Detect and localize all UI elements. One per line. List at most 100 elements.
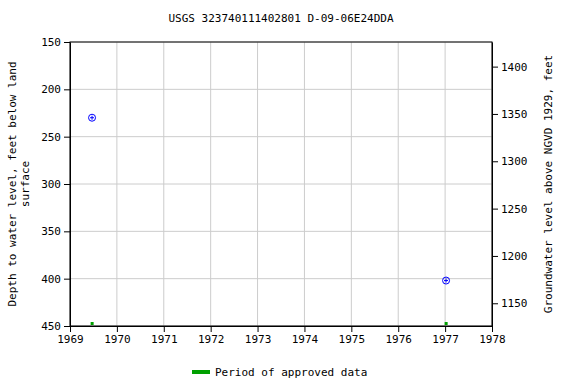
x-axis-tick-label: 1978 — [479, 333, 506, 346]
data-point — [89, 114, 96, 121]
y-axis-title: Depth to water level, feet below landsur… — [6, 61, 32, 306]
y-axis-tick-mark — [64, 137, 70, 138]
marker-cross — [92, 116, 93, 120]
y-axis-title-line: Depth to water level, feet below land — [6, 61, 19, 306]
y2-axis-title: Groundwater level above NGVD 1929, feet — [542, 55, 555, 313]
x-axis-tick-mark — [398, 326, 399, 332]
chart: 1969 1970 1971 1972 1973 1974 1975 1976 1977 1978… — [0, 0, 576, 384]
y-axis-tick-mark — [64, 279, 70, 280]
x-axis-tick-mark — [70, 326, 71, 332]
x-axis-tick-label: 1972 — [198, 333, 225, 346]
legend-label: Period of approved data — [215, 366, 367, 379]
grid-line-y — [70, 136, 492, 137]
x-axis-tick: 1971 — [151, 326, 178, 346]
y-axis: 150 200 250 300 350 400 450 — [41, 36, 70, 333]
title: USGS 323740111402801 D-09-06E24DDA — [168, 12, 394, 25]
y2-axis-tick: 1250 — [492, 203, 528, 216]
y-axis-tick-mark — [64, 184, 70, 185]
y2-axis-tick-label: 1300 — [501, 155, 528, 168]
y2-axis-tick: 1400 — [492, 61, 528, 74]
y2-axis-tick-mark — [492, 67, 498, 68]
x-axis-tick-mark — [492, 326, 493, 332]
y2-axis: 1150 1200 1250 1300 1350 1400 — [492, 43, 528, 327]
legend: Period of approved data — [192, 366, 367, 379]
grid-line-y — [70, 89, 492, 90]
y-axis-tick-label: 450 — [41, 320, 61, 333]
x-axis-tick-mark — [211, 326, 212, 332]
y-axis-tick: 150 — [41, 36, 70, 49]
x-axis-tick-label: 1974 — [292, 333, 319, 346]
y2-axis-tick-label: 1350 — [501, 108, 528, 121]
x-axis-line — [71, 326, 493, 327]
y-axis-tick: 200 — [41, 83, 70, 96]
x-axis-tick-mark — [351, 326, 352, 332]
x-axis-tick-mark — [117, 326, 118, 332]
x-axis-tick-mark — [445, 326, 446, 332]
x-axis-tick: 1970 — [104, 326, 131, 346]
y-axis-tick-mark — [64, 42, 70, 43]
y2-axis-tick: 1300 — [492, 155, 528, 168]
plot-frame — [70, 42, 492, 326]
y2-axis-tick-mark — [492, 161, 498, 162]
plot-area — [89, 114, 450, 325]
x-axis-tick-label: 1975 — [339, 333, 366, 346]
y-axis-tick-label: 250 — [41, 131, 61, 144]
x-axis-tick: 1969 — [57, 326, 84, 346]
grid-line-y — [70, 184, 492, 185]
y-axis-tick-label: 350 — [41, 225, 61, 238]
x-axis-tick-label: 1973 — [245, 333, 272, 346]
y2-axis-tick-mark — [492, 303, 498, 304]
x-axis-tick: 1973 — [245, 326, 272, 346]
y-axis-tick-label: 150 — [41, 36, 61, 49]
x-axis-tick-mark — [304, 326, 305, 332]
marker-circle — [89, 114, 96, 121]
y2-axis-tick-label: 1200 — [501, 250, 528, 263]
x-axis-tick: 1976 — [385, 326, 412, 346]
y-axis-tick-label: 400 — [41, 273, 61, 286]
y-axis-tick-mark — [64, 89, 70, 90]
y2-axis-tick-mark — [492, 256, 498, 257]
y-axis-tick-mark — [64, 231, 70, 232]
y2-axis-tick-mark — [492, 209, 498, 210]
y2-axis-tick-label: 1250 — [501, 203, 528, 216]
grid-line-y — [70, 278, 492, 279]
y-axis-tick: 400 — [41, 273, 70, 286]
x-axis-tick: 1977 — [432, 326, 459, 346]
y2-axis-tick-label: 1150 — [501, 297, 528, 310]
y-axis-title-line: surface — [19, 161, 32, 207]
y-axis-tick: 300 — [41, 178, 70, 191]
legend-swatch — [192, 370, 210, 374]
y-axis-tick: 450 — [41, 320, 70, 333]
x-axis-tick: 1975 — [339, 326, 366, 346]
x-axis-tick-label: 1977 — [432, 333, 459, 346]
approved-period — [445, 322, 448, 325]
y2-axis-tick: 1350 — [492, 108, 528, 121]
x-axis-tick: 1974 — [292, 326, 319, 346]
x-axis-tick-label: 1976 — [385, 333, 412, 346]
y-axis-tick: 250 — [41, 131, 70, 144]
x-axis-tick-label: 1969 — [57, 333, 84, 346]
y-axis-tick: 350 — [41, 225, 70, 238]
x-axis: 1969 1970 1971 1972 1973 1974 1975 1976 1977 1978 — [57, 326, 506, 346]
x-axis-tick: 1972 — [198, 326, 225, 346]
y2-axis-tick: 1150 — [492, 297, 528, 310]
grid-line-y — [70, 231, 492, 232]
y2-axis-line — [492, 43, 493, 327]
y2-axis-tick-mark — [492, 114, 498, 115]
x-axis-tick-mark — [258, 326, 259, 332]
x-axis-tick-mark — [164, 326, 165, 332]
grid — [70, 42, 492, 326]
y-axis-tick-label: 300 — [41, 178, 61, 191]
approved-period — [91, 322, 94, 325]
y2-axis-tick: 1200 — [492, 250, 528, 263]
x-axis-tick-label: 1970 — [104, 333, 131, 346]
y-axis-tick-label: 200 — [41, 83, 61, 96]
y-axis-tick-mark — [64, 326, 70, 327]
marker-circle — [443, 277, 450, 284]
marker-cross — [446, 279, 447, 283]
y2-axis-tick-label: 1400 — [501, 61, 528, 74]
x-axis-tick: 1978 — [479, 326, 506, 346]
data-point — [443, 277, 450, 284]
y-axis-line — [70, 43, 71, 327]
x-axis-tick-label: 1971 — [151, 333, 178, 346]
